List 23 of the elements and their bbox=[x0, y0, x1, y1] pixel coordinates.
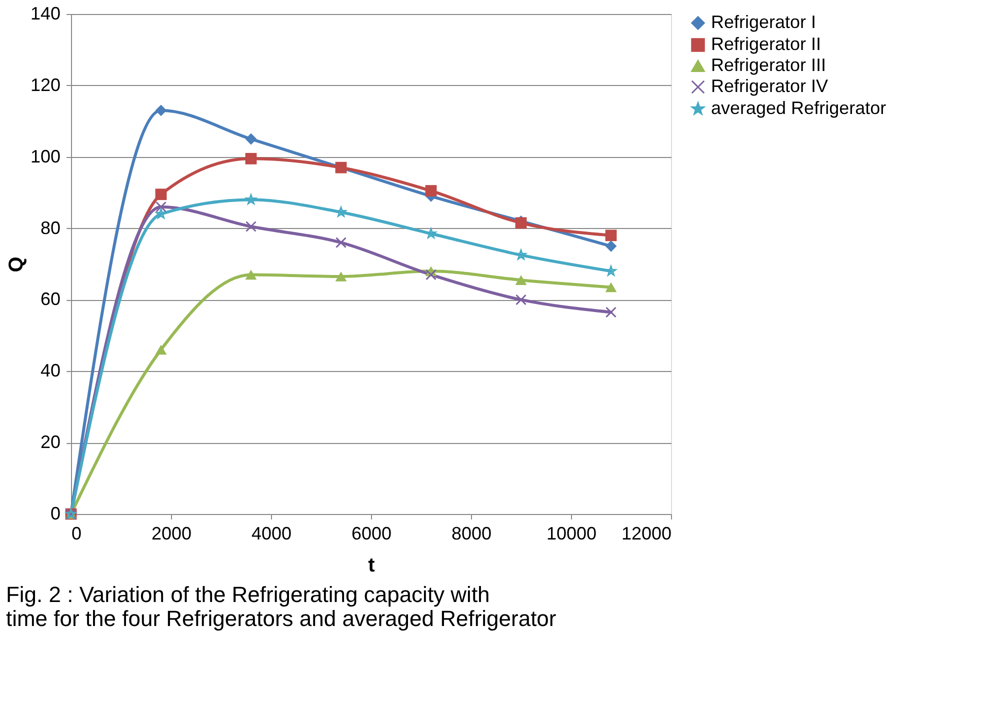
y-axis-title: Q bbox=[5, 256, 28, 272]
x-tick-label: 0 bbox=[72, 524, 82, 544]
x-tick-label: 12000 bbox=[621, 524, 672, 544]
y-tick-label: 100 bbox=[30, 146, 60, 166]
x-tick-label: 6000 bbox=[351, 524, 392, 544]
x-tick-label: 10000 bbox=[546, 524, 597, 544]
y-tick-label: 20 bbox=[40, 432, 60, 452]
legend-label: Refrigerator III bbox=[711, 55, 826, 75]
y-tick-label: 0 bbox=[50, 504, 60, 524]
y-tick-label: 60 bbox=[40, 289, 60, 310]
x-tick-label: 8000 bbox=[451, 524, 492, 544]
legend-label: Refrigerator II bbox=[711, 34, 822, 54]
y-tick-label: 120 bbox=[30, 74, 60, 95]
caption: Fig. 2 : Variation of the Refrigerating capacity with time for the four Refrigerators and averaged Refrigerator bbox=[6, 582, 556, 631]
y-tick-label: 40 bbox=[40, 360, 60, 381]
x-tick-label: 4000 bbox=[251, 524, 292, 544]
legend-label: Refrigerator IV bbox=[711, 76, 828, 96]
x-tick-label: 2000 bbox=[151, 524, 192, 544]
legend-label: averaged Refrigerator bbox=[711, 98, 886, 118]
y-tick-label: 80 bbox=[40, 218, 60, 238]
legend-label: Refrigerator I bbox=[711, 12, 816, 32]
x-axis-title: t bbox=[368, 554, 376, 576]
y-tick-label: 140 bbox=[30, 4, 60, 24]
